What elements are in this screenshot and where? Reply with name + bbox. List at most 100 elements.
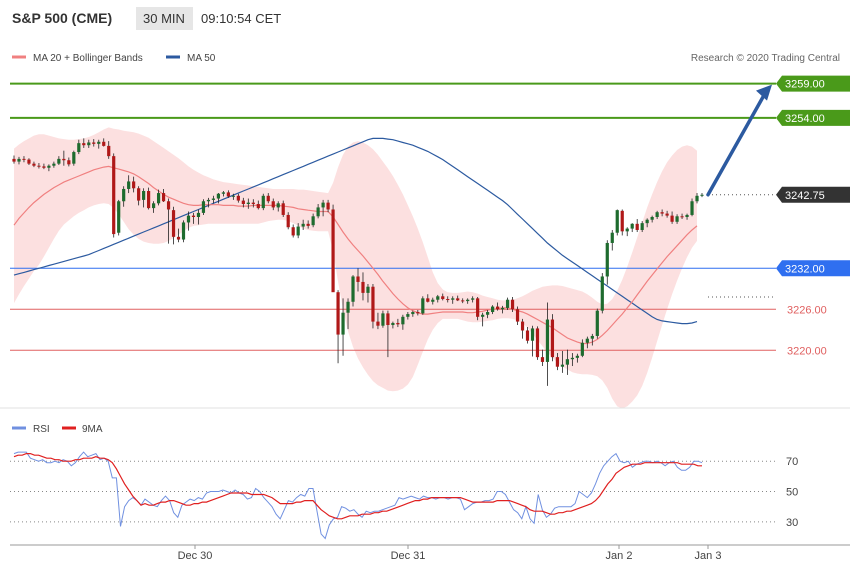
candle-body (346, 301, 350, 313)
candle-body (206, 199, 211, 202)
candle-body (605, 242, 609, 277)
candle-body (241, 200, 245, 204)
candle-body (211, 198, 216, 200)
candle (595, 308, 599, 339)
candle (500, 305, 505, 314)
pivot-tag-bg-3 (776, 260, 850, 277)
candle-body (451, 298, 455, 300)
pivot-tag-text-3: 3232.00 (785, 263, 825, 275)
candle (161, 188, 166, 202)
candle (361, 272, 365, 301)
candle-body (311, 216, 315, 226)
candle (241, 197, 245, 208)
candle (630, 223, 634, 233)
candle-body (166, 201, 171, 210)
candle (311, 213, 315, 228)
candle-body (216, 193, 221, 199)
candle (580, 339, 584, 358)
x-tick-label: Dec 31 (391, 550, 426, 562)
candle (575, 353, 579, 363)
candle-body (615, 210, 619, 233)
candle-body (361, 281, 365, 293)
candle (186, 211, 191, 231)
candle-body (376, 321, 380, 326)
candle-body (161, 193, 166, 202)
candle-body (137, 188, 141, 201)
candle-body (371, 286, 375, 322)
candle (32, 161, 36, 168)
candle (685, 213, 689, 220)
candle-body (461, 300, 465, 302)
x-axis: Dec 30 Dec 31 Jan 2 Jan 3 (178, 545, 721, 562)
timeframe-label[interactable]: 30 MIN (143, 11, 185, 26)
candle-body (82, 143, 86, 146)
candle-body (650, 216, 654, 220)
candle (107, 141, 111, 159)
candle-body (37, 165, 41, 167)
candle (261, 193, 265, 211)
candle (221, 191, 225, 197)
candle (166, 198, 171, 244)
candle (321, 199, 325, 217)
candle-body (620, 210, 624, 232)
candle-body (446, 299, 450, 301)
candle-body (695, 195, 699, 202)
timeframe-box[interactable] (136, 7, 193, 30)
candle-body (590, 335, 594, 339)
resistance-tag-text-0: 3259.00 (785, 79, 825, 91)
candle-body (181, 222, 186, 240)
candle (77, 139, 81, 155)
candle (62, 150, 66, 166)
candle-body (580, 342, 584, 356)
candle (266, 193, 270, 204)
candle (301, 219, 305, 230)
candle (441, 293, 445, 301)
candle-body (321, 202, 325, 208)
candle-body (560, 364, 565, 367)
candle-body (231, 195, 235, 197)
x-tick-label: Jan 2 (606, 550, 633, 562)
candle (436, 294, 440, 303)
rsi-line (13, 451, 703, 540)
target-arrow (706, 84, 772, 197)
resistance-tag-bg-1 (776, 109, 850, 126)
candle-body (535, 328, 540, 358)
candle-body (575, 355, 579, 358)
candle-body (142, 191, 146, 200)
candle (206, 197, 211, 208)
candle-body (565, 359, 569, 365)
candle-body (87, 142, 91, 146)
target-arrow-shaft (706, 89, 768, 197)
candle (67, 157, 71, 167)
candle (102, 138, 106, 147)
candle-body (491, 306, 495, 313)
candle-body (500, 307, 505, 310)
candle (560, 350, 565, 373)
candle (82, 138, 86, 148)
last-tag-bg-2 (776, 186, 850, 203)
candle-body (151, 203, 156, 209)
candle-body (176, 236, 181, 240)
candle (112, 153, 116, 238)
candle (590, 333, 594, 346)
candle (466, 298, 470, 304)
candle (251, 199, 255, 208)
candle-body (52, 163, 56, 166)
rsi-tick-label: 50 (786, 487, 798, 499)
candle (22, 156, 26, 163)
candle (236, 193, 240, 203)
candle-body (32, 163, 36, 166)
copyright-credit: Research © 2020 Trading Central (691, 53, 840, 64)
candle (346, 298, 350, 330)
candle (605, 240, 609, 285)
candle (376, 312, 380, 330)
candle-body (301, 223, 305, 227)
candle-body (456, 298, 460, 301)
candle (122, 186, 126, 207)
candle-body (62, 158, 66, 161)
candle-body (127, 181, 131, 189)
candle (12, 155, 16, 164)
candle (690, 198, 694, 217)
candle-body (331, 209, 335, 293)
candle (147, 187, 151, 210)
